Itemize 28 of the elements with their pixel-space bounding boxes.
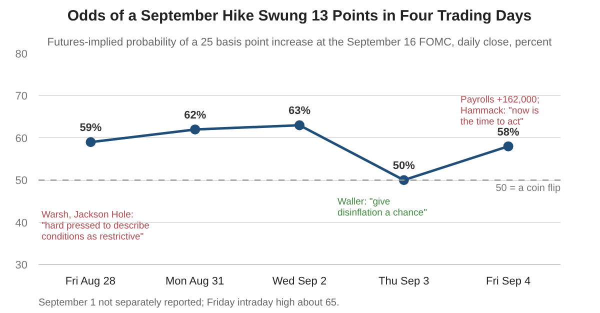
chart-subtitle: Futures-implied probability of a 25 basis point increase at the September 16 FOMC, daily close, percent xyxy=(47,36,552,48)
y-tick-label: 50 xyxy=(15,175,28,188)
x-tick-label: Fri Aug 28 xyxy=(65,276,116,288)
point xyxy=(86,137,96,148)
y-tick-label: 30 xyxy=(15,260,28,272)
data-label: 59% xyxy=(80,122,102,134)
annotation: Warsh, Jackson Hole: "hard pressed to describe conditions as restrictive" xyxy=(42,210,150,242)
x-tick-label: Mon Aug 31 xyxy=(165,276,224,288)
ref-line-label: 50 = a coin flip xyxy=(496,183,561,194)
y-tick-label: 80 xyxy=(15,48,28,60)
annotation: Waller: "give disinflation a chance" xyxy=(338,196,427,218)
data-label: 63% xyxy=(288,105,311,118)
x-tick-label: Thu Sep 3 xyxy=(378,276,430,288)
data-label: 58% xyxy=(497,126,520,138)
chart-title: Odds of a September Hike Swung 13 Points in Four Trading Days xyxy=(67,8,532,24)
annotation: Payrolls +162,000; Hammack: "now is the time to act" xyxy=(460,94,540,128)
x-tick-label: Wed Sep 2 xyxy=(272,276,327,288)
data-label: 50% xyxy=(392,160,416,172)
y-tick-label: 40 xyxy=(15,217,28,230)
data-label: 62% xyxy=(184,109,206,122)
x-tick-label: Fri Sep 4 xyxy=(486,276,531,288)
point xyxy=(190,124,200,134)
y-tick-label: 60 xyxy=(15,132,28,145)
y-tick-label: 70 xyxy=(15,90,28,103)
text: September 1 not separately reported; Friday intraday high about 65. xyxy=(38,298,340,308)
point xyxy=(294,120,304,130)
point xyxy=(398,175,409,186)
point xyxy=(503,141,514,152)
